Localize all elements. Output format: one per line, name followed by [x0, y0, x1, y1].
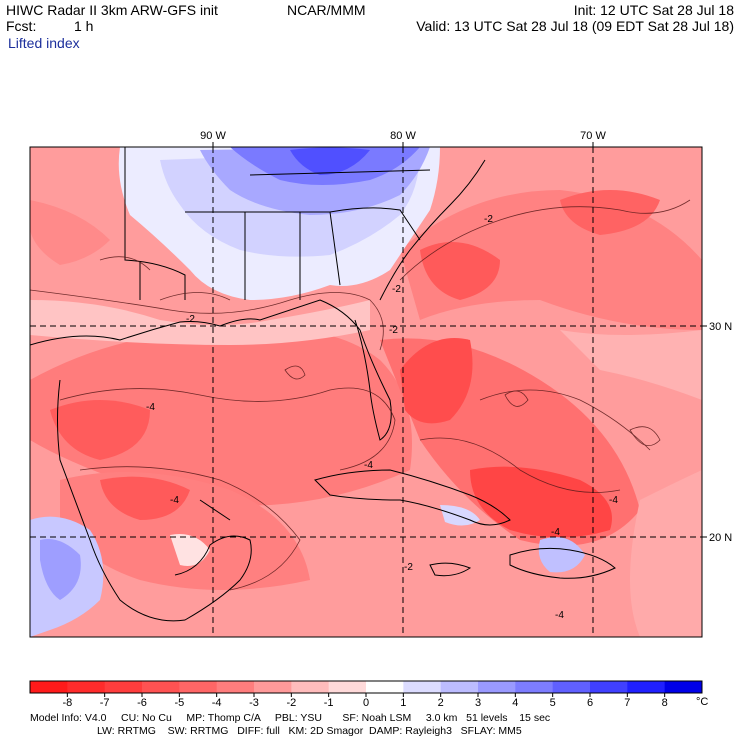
- color-scale-swatch: [328, 681, 367, 693]
- model-info-line: Model Info: V4.0 CU: No Cu MP: Thomp C/A…: [30, 712, 551, 724]
- color-scale-unit: °C: [696, 696, 708, 708]
- contour-label: -2: [484, 214, 493, 225]
- color-scale-tick-label: -1: [324, 697, 334, 709]
- init-time: Init: 12 UTC Sat 28 Jul 18: [573, 2, 734, 18]
- contour-label: -4: [609, 495, 618, 506]
- contour-label: -2: [392, 284, 401, 295]
- color-scale-swatch: [478, 681, 516, 693]
- color-scale-tick-label: -5: [174, 697, 184, 709]
- color-scale-swatch: [291, 681, 330, 693]
- graticule: [30, 147, 702, 637]
- color-scale-tick-label: 5: [550, 697, 556, 709]
- color-scale-tick-label: 8: [662, 697, 668, 709]
- forecast-label: Fcst:: [6, 18, 37, 34]
- longitude-label: 90 W: [200, 130, 226, 142]
- color-scale-tick-label: 2: [438, 697, 444, 709]
- color-scale-tick-label: -4: [212, 697, 222, 709]
- color-scale-swatch: [366, 681, 404, 693]
- contour-label: -2: [389, 325, 398, 336]
- contour-label: -4: [170, 495, 179, 506]
- color-scale-swatch: [552, 681, 591, 693]
- color-scale-swatch: [440, 681, 479, 693]
- color-scale-tick-label: -2: [286, 697, 296, 709]
- color-scale-tick-label: -3: [249, 697, 259, 709]
- color-scale-tick-label: -6: [137, 697, 147, 709]
- coastlines: [30, 147, 616, 622]
- map-frame: [29, 146, 703, 638]
- color-scale-tick-label: 6: [587, 697, 593, 709]
- color-scale-swatch: [254, 681, 292, 693]
- contour-label: -4: [555, 610, 564, 621]
- color-scale-tick-label: -7: [100, 697, 110, 709]
- longitude-label: 80 W: [390, 130, 416, 142]
- contour-label: -2: [404, 562, 413, 573]
- color-scale-tick-label: 1: [400, 697, 406, 709]
- physics-info-line: LW: RRTMG SW: RRTMG DIFF: full KM: 2D Sm…: [97, 725, 522, 737]
- contour-label: -2: [186, 314, 195, 325]
- color-scale-swatch: [590, 681, 628, 693]
- organization-label: NCAR/MMM: [287, 2, 366, 18]
- color-scale-swatch: [664, 681, 703, 693]
- color-scale-tick-label: 4: [512, 697, 518, 709]
- color-scale-ticks: -8 -7 -6 -5 -4 -3 -2 -1 0 1 2 3 4 5 6 7 8: [62, 693, 668, 709]
- color-scale-swatch: [627, 681, 666, 693]
- color-scale-tick-label: 0: [363, 697, 369, 709]
- contour-lines: [30, 199, 691, 591]
- color-scale-swatch: [142, 681, 180, 693]
- latitude-label: 30 N: [709, 321, 732, 333]
- contour-label: -4: [551, 527, 560, 538]
- color-scale-tick-label: 7: [624, 697, 630, 709]
- color-scale-bar: [29, 680, 703, 694]
- color-scale-tick-label: 3: [475, 697, 481, 709]
- forecast-hour: 1 h: [74, 18, 94, 34]
- contour-label: -4: [146, 402, 155, 413]
- color-scale-tick-label: -8: [62, 697, 72, 709]
- model-title: HIWC Radar II 3km ARW-GFS init: [6, 2, 218, 18]
- color-scale-swatch: [104, 681, 143, 693]
- valid-time: Valid: 13 UTC Sat 28 Jul 18 (09 EDT Sat …: [416, 18, 734, 34]
- color-scale-swatch: [179, 681, 218, 693]
- lifted-index-field: -2 -2 -2 -2 -4 -4 -4 -4 -2 -4 -4: [30, 147, 702, 637]
- latitude-label: 20 N: [709, 532, 732, 544]
- color-scale-swatch: [30, 681, 68, 693]
- longitude-label: 70 W: [580, 130, 606, 142]
- color-scale-swatch: [515, 681, 554, 693]
- color-scale-swatch: [403, 681, 442, 693]
- field-name: Lifted index: [8, 35, 80, 51]
- color-scale-swatch: [67, 681, 106, 693]
- color-scale-swatch: [216, 681, 255, 693]
- contour-label: -4: [364, 460, 373, 471]
